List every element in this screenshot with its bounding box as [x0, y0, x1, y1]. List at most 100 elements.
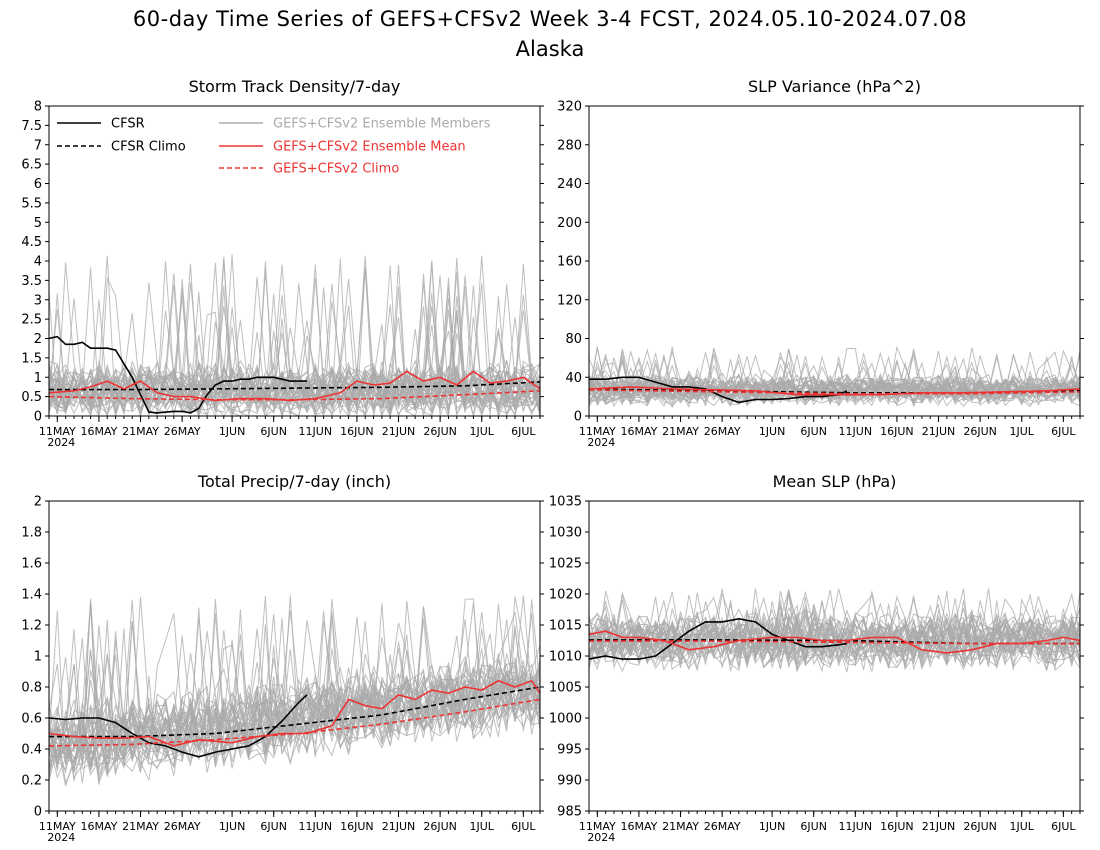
y-tick-label: 0.8 — [21, 681, 42, 696]
y-tick-label: 6 — [34, 177, 42, 192]
y-tick-label: 1035 — [549, 495, 582, 510]
series-line-cfsr — [589, 617, 848, 660]
y-tick-label: 1.4 — [21, 588, 42, 603]
y-tick-label: 2.5 — [21, 313, 42, 328]
ensemble-member-line — [49, 630, 540, 752]
ensemble-member-line — [589, 591, 1080, 670]
chart-panel-mean-slp-hpa: Mean SLP (hPa) 985 990 995 1000 1005 1010 1015 1… — [549, 472, 1084, 844]
x-tick-label: 11MAY — [579, 820, 616, 833]
x-tick-label: 16JUN — [340, 425, 374, 438]
y-tick-label: 1.5 — [21, 351, 42, 366]
y-tick-label: 1015 — [549, 619, 582, 634]
series-line-cfsr — [589, 376, 848, 404]
series-line-cfsr-climo — [49, 381, 540, 391]
ensemble-member-line — [589, 599, 1080, 672]
x-tick-label: 26JUN — [423, 820, 457, 833]
y-axis: 0 40 80 120 160 200 240 280 320 — [557, 100, 1084, 425]
x-tick-label: 26MAY — [704, 425, 741, 438]
y-tick-label: 995 — [557, 743, 582, 758]
x-year-label: 2024 — [587, 436, 615, 449]
chart-panel-slp-variance-hpa-2: SLP Variance (hPa^2) 0 40 80 120 160 200 240 280… — [557, 77, 1084, 449]
ensemble-member-line — [589, 588, 1080, 671]
x-tick-label: 6JUN — [260, 425, 287, 438]
x-axis: 11MAY 16MAY 21MAY 26MAY 1JUN 6JUN 11JUN 16JUN 21… — [39, 811, 541, 844]
panel-title: SLP Variance (hPa^2) — [748, 77, 921, 96]
legend-label-gefs-cfsv2-ensemble-mean: GEFS+CFSv2 Ensemble Mean — [273, 140, 466, 155]
ensemble-members — [589, 588, 1080, 674]
legend-label-gefs-cfsv2-ensemble-members: GEFS+CFSv2 Ensemble Members — [273, 117, 491, 132]
y-tick-label: 280 — [557, 138, 582, 153]
x-tick-label: 21JUN — [922, 820, 956, 833]
y-tick-label: 0.5 — [21, 390, 42, 405]
x-tick-label: 26MAY — [704, 820, 741, 833]
y-tick-label: 120 — [557, 293, 582, 308]
y-tick-label: 4 — [34, 255, 42, 270]
x-tick-label: 1JUL — [1010, 820, 1035, 833]
series-line-gefs-cfsv2-ensemble-mean — [589, 386, 1080, 396]
y-tick-label: 0.4 — [21, 743, 42, 758]
x-tick-label: 21JUN — [382, 820, 416, 833]
chart-panel-storm-track-density-7-day: Storm Track Density/7-day 0 0.5 1 1.5 2 2.5 3 3.… — [21, 77, 544, 449]
ensemble-members — [589, 345, 1080, 409]
y-tick-label: 6.5 — [21, 158, 42, 173]
x-tick-label: 16JUN — [880, 425, 914, 438]
y-tick-label: 3.5 — [21, 274, 42, 289]
x-tick-label: 21MAY — [122, 425, 159, 438]
x-tick-label: 6JUL — [1051, 820, 1076, 833]
x-tick-label: 21MAY — [122, 820, 159, 833]
series-line-cfsr-climo — [49, 686, 540, 738]
y-tick-label: 2 — [34, 332, 42, 347]
y-tick-label: 240 — [557, 177, 582, 192]
y-axis: 985 990 995 1000 1005 1010 1015 1020 1025 1030 103… — [549, 495, 1084, 820]
x-tick-label: 26JUN — [423, 425, 457, 438]
x-tick-label: 26JUN — [963, 425, 997, 438]
x-year-label: 2024 — [47, 831, 75, 844]
x-tick-label: 16MAY — [620, 820, 657, 833]
ensemble-members — [49, 595, 540, 787]
x-tick-label: 11JUN — [839, 820, 873, 833]
y-tick-label: 160 — [557, 255, 582, 270]
ensemble-member-line — [49, 599, 540, 771]
x-tick-label: 1JUN — [759, 820, 786, 833]
y-tick-label: 3 — [34, 293, 42, 308]
figure-subtitle: Alaska — [515, 37, 585, 61]
x-tick-label: 1JUL — [1010, 425, 1035, 438]
ensemble-member-line — [49, 256, 540, 416]
ensemble-member-line — [49, 258, 540, 416]
x-year-label: 2024 — [47, 436, 75, 449]
x-axis: 11MAY 16MAY 21MAY 26MAY 1JUN 6JUN 11JUN 16JUN 21… — [579, 811, 1081, 844]
series-line-gefs-cfsv2-climo — [49, 390, 540, 401]
ensemble-members — [49, 254, 540, 416]
y-tick-label: 5 — [34, 216, 42, 231]
x-tick-label: 11MAY — [579, 425, 616, 438]
y-tick-label: 990 — [557, 774, 582, 789]
plot-frame — [588, 105, 1081, 417]
y-tick-label: 2 — [34, 495, 42, 510]
x-tick-label: 1JUL — [470, 425, 495, 438]
x-tick-label: 21JUN — [382, 425, 416, 438]
series-line-cfsr — [49, 694, 308, 758]
y-tick-label: 1025 — [549, 557, 582, 572]
x-tick-label: 1JUN — [759, 425, 786, 438]
y-tick-label: 7 — [34, 138, 42, 153]
y-tick-label: 1010 — [549, 650, 582, 665]
y-tick-label: 4.5 — [21, 235, 42, 250]
chart-panel-total-precip-7-day-inch: Total Precip/7-day (inch)00.20.40.60.811… — [21, 472, 544, 844]
x-tick-label: 21MAY — [662, 820, 699, 833]
ensemble-member-line — [49, 599, 540, 770]
x-tick-label: 6JUL — [1051, 425, 1076, 438]
legend: CFSR CFSR Climo GEFS+CFSv2 Ensemble Member… — [57, 117, 491, 177]
x-tick-label: 11MAY — [39, 820, 76, 833]
plot-area — [589, 588, 1080, 674]
series-line-gefs-cfsv2-climo — [589, 389, 1080, 395]
figure-title-block: 60-day Time Series of GEFS+CFSv2 Week 3-… — [0, 4, 1100, 64]
ensemble-member-line — [49, 255, 540, 416]
x-tick-label: 11JUN — [299, 820, 333, 833]
x-tick-label: 26JUN — [963, 820, 997, 833]
plot-area — [589, 345, 1080, 409]
y-tick-label: 1 — [34, 371, 42, 386]
x-tick-label: 21MAY — [662, 425, 699, 438]
y-tick-label: 200 — [557, 216, 582, 231]
x-year-label: 2024 — [587, 831, 615, 844]
y-axis: 0 0.2 0.4 0.6 0.8 1 1.2 1.4 1.6 1.8 2 — [21, 495, 544, 820]
